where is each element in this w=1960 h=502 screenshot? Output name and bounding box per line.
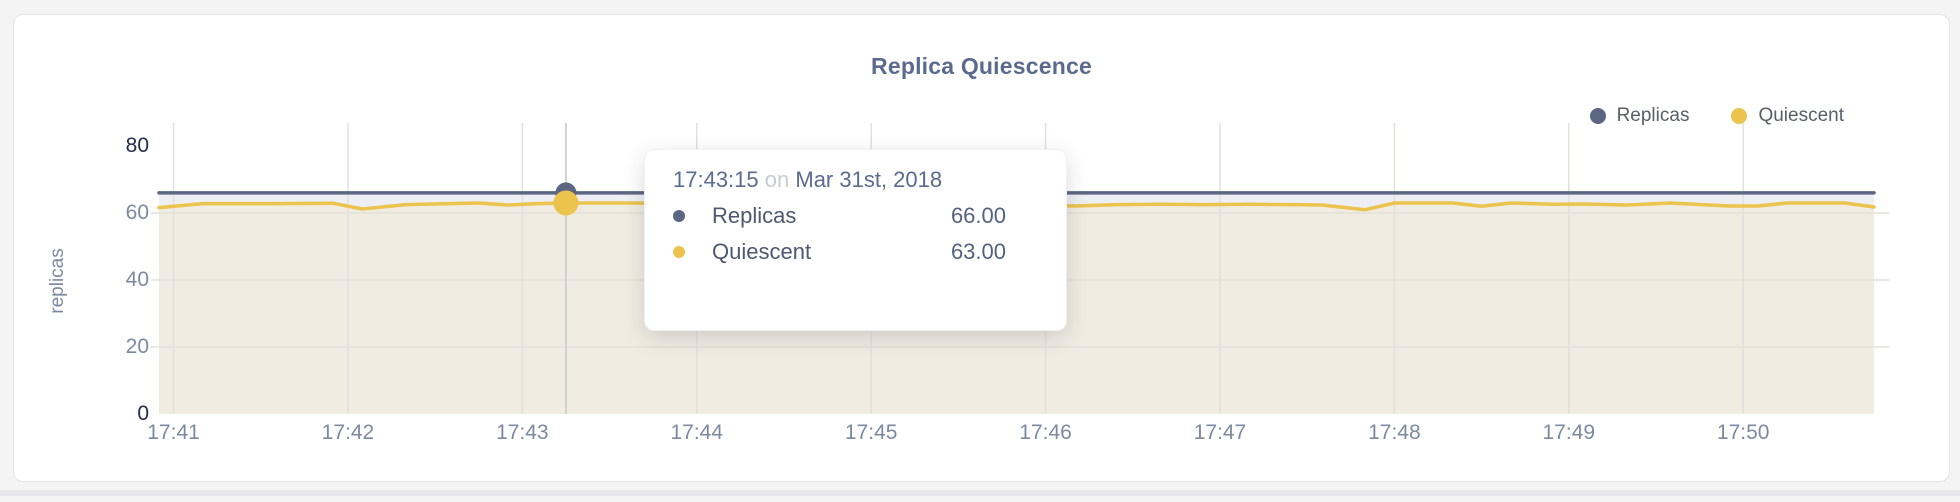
y-tick-40: 40 [125, 268, 149, 291]
legend-label-replicas: Replicas [1616, 105, 1690, 126]
tooltip-row-replicas: Replicas 66.00 [673, 199, 1038, 232]
chart-title: Replica Quiescence [871, 53, 1092, 79]
x-tick-17-50: 17:50 [1716, 421, 1770, 444]
x-tick-17-46: 17:46 [1019, 421, 1072, 444]
legend: Replicas Quiescent [1589, 105, 1844, 127]
tooltip-replicas-label: Replicas [712, 202, 797, 228]
quiescent-hover-dot[interactable] [553, 190, 579, 216]
tooltip-row-quiescent: Quiescent 63.00 [673, 235, 1038, 268]
x-tick-17-49: 17:49 [1542, 421, 1596, 444]
tooltip-replicas-value: 66.00 [950, 202, 1006, 228]
x-tick-17-44: 17:44 [670, 421, 724, 444]
y-tick-60: 60 [125, 201, 149, 224]
tooltip-quiescent-label: Quiescent [712, 238, 812, 264]
quiescent-legend-dot-icon [1731, 108, 1748, 124]
y-tick-80: 80 [125, 134, 149, 157]
chart-card: Replica Quiescence Replicas Quiescent re… [13, 14, 1950, 482]
tooltip: 17:43:15 on Mar 31st, 2018 Replicas 66.0… [644, 149, 1067, 331]
replicas-legend-dot-icon [1589, 108, 1606, 124]
legend-item-quiescent[interactable]: Quiescent [1731, 105, 1844, 127]
tooltip-on: on [764, 167, 790, 192]
tooltip-quiescent-dot-icon [673, 245, 685, 258]
x-tick-17-47: 17:47 [1193, 421, 1247, 444]
x-tick-17-43: 17:43 [496, 421, 549, 444]
x-tick-17-41: 17:41 [147, 421, 200, 444]
tooltip-quiescent-value: 63.00 [950, 238, 1006, 264]
tooltip-title: 17:43:15 on Mar 31st, 2018 [673, 164, 1038, 196]
y-tick-0: 0 [137, 402, 149, 425]
tooltip-date-text: Mar 31st, 2018 [795, 167, 943, 192]
tooltip-replicas-dot-icon [673, 209, 685, 222]
legend-item-replicas[interactable]: Replicas [1589, 105, 1690, 127]
legend-label-quiescent: Quiescent [1758, 105, 1844, 126]
x-tick-17-42: 17:42 [321, 421, 375, 444]
y-tick-20: 20 [125, 335, 149, 358]
x-tick-17-48: 17:48 [1368, 421, 1421, 444]
next-panel-edge [0, 490, 1960, 496]
tooltip-time: 17:43:15 [673, 167, 759, 192]
x-tick-17-45: 17:45 [844, 421, 898, 444]
